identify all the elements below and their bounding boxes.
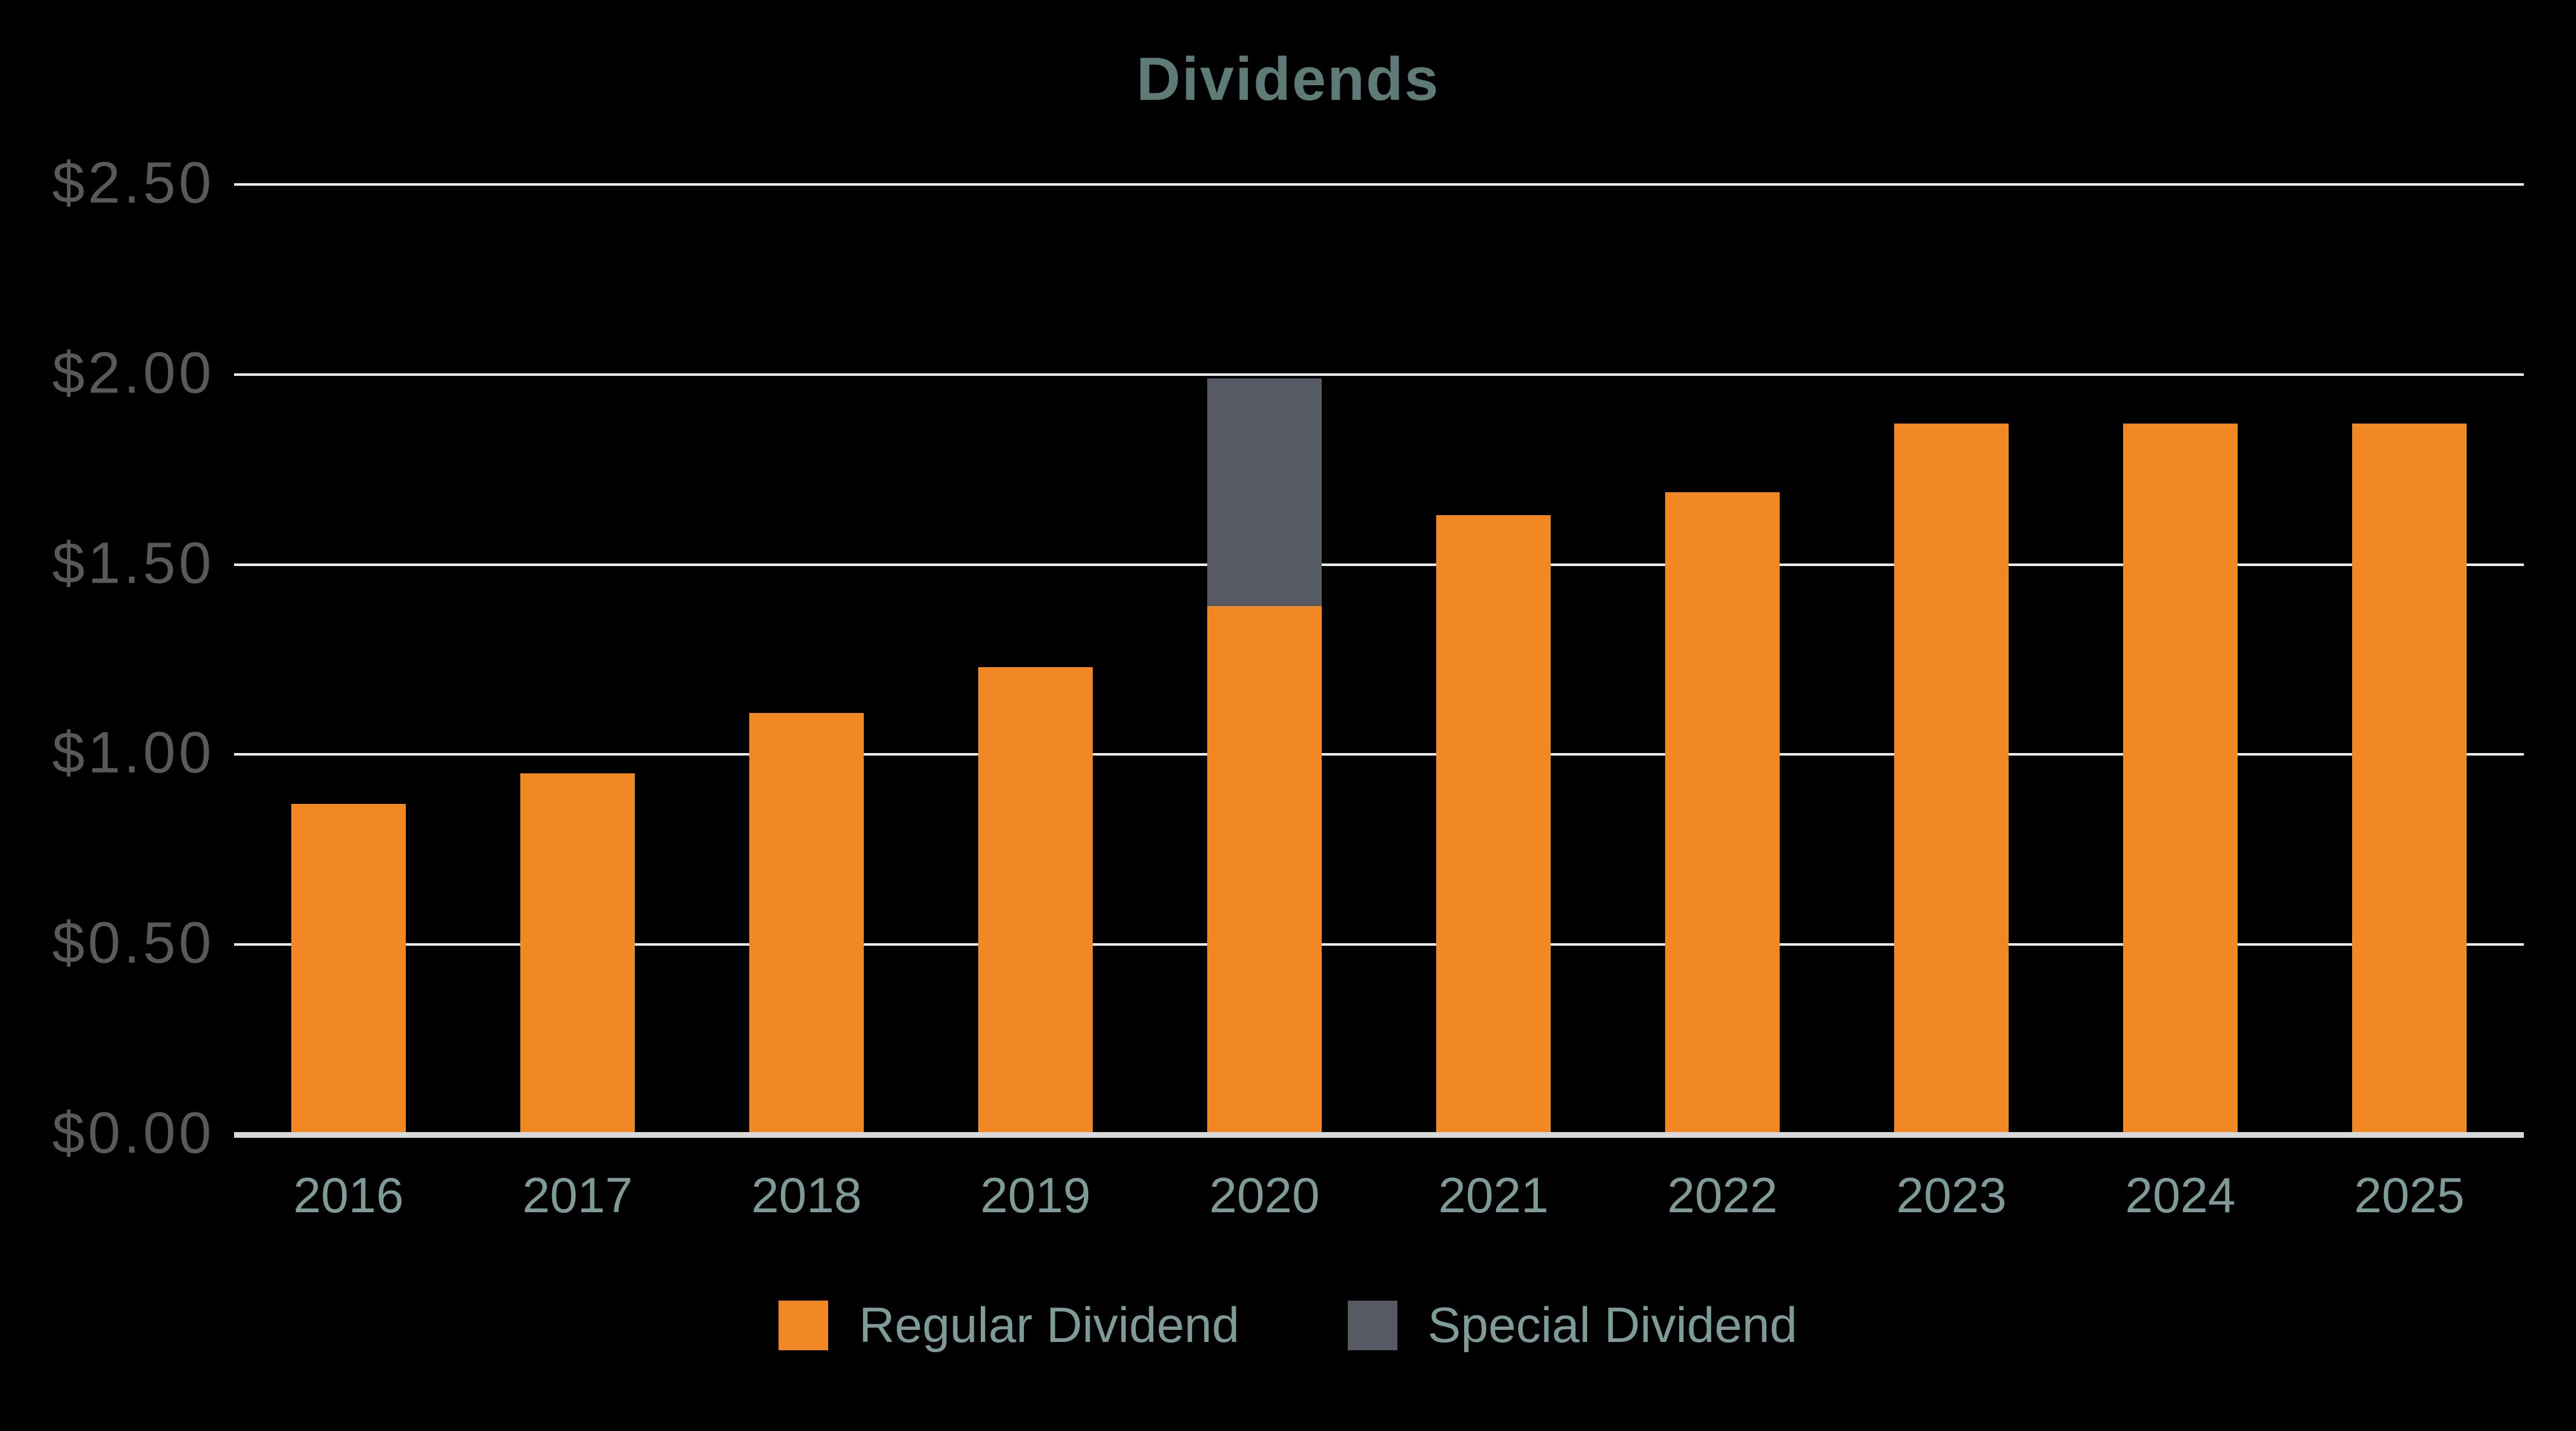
bar-2020-special-dividend: [1207, 378, 1322, 607]
x-tick-label-2020: 2020: [1209, 1167, 1320, 1223]
legend: Regular Dividend Special Dividend: [0, 1296, 2576, 1354]
x-tick-label-2019: 2019: [980, 1167, 1091, 1223]
y-tick-label-200: $2.00: [52, 340, 215, 406]
x-tick-label-2021: 2021: [1438, 1167, 1549, 1223]
legend-swatch-regular-dividend: [779, 1300, 829, 1350]
bar-2021-regular-dividend: [1436, 515, 1551, 1135]
bar-2018-regular-dividend: [749, 712, 864, 1135]
x-tick-label-2023: 2023: [1896, 1167, 2007, 1223]
x-tick-label-2024: 2024: [2125, 1167, 2236, 1223]
bar-2020-regular-dividend: [1207, 606, 1322, 1135]
legend-item-regular-dividend: Regular Dividend: [779, 1296, 1240, 1354]
bar-2016-regular-dividend: [291, 804, 406, 1135]
gridline: [234, 563, 2524, 566]
y-tick-label-000: $0.00: [52, 1100, 215, 1166]
x-axis-baseline: [234, 1132, 2524, 1138]
bar-2022-regular-dividend: [1665, 492, 1780, 1135]
gridline: [234, 943, 2524, 946]
legend-item-special-dividend: Special Dividend: [1347, 1296, 1797, 1354]
bar-2019-regular-dividend: [978, 667, 1093, 1135]
gridline: [234, 753, 2524, 756]
bar-2025-regular-dividend: [2352, 424, 2467, 1135]
x-tick-label-2017: 2017: [522, 1167, 633, 1223]
x-tick-label-2018: 2018: [751, 1167, 862, 1223]
y-tick-label-100: $1.00: [52, 720, 215, 785]
y-tick-label-150: $1.50: [52, 530, 215, 595]
legend-label: Special Dividend: [1427, 1297, 1797, 1353]
gridline: [234, 183, 2524, 186]
x-tick-label-2022: 2022: [1667, 1167, 1778, 1223]
bar-2023-regular-dividend: [1894, 424, 2009, 1135]
x-tick-label-2025: 2025: [2354, 1167, 2465, 1223]
bar-2024-regular-dividend: [2123, 424, 2238, 1135]
legend-label: Regular Dividend: [859, 1297, 1240, 1353]
legend-swatch-special-dividend: [1347, 1300, 1397, 1350]
y-tick-label-050: $0.50: [52, 910, 215, 976]
gridline: [234, 373, 2524, 376]
x-tick-label-2016: 2016: [293, 1167, 404, 1223]
bar-2017-regular-dividend: [520, 773, 635, 1135]
y-tick-label-250: $2.50: [52, 150, 215, 216]
chart-title: Dividends: [1136, 45, 1440, 113]
